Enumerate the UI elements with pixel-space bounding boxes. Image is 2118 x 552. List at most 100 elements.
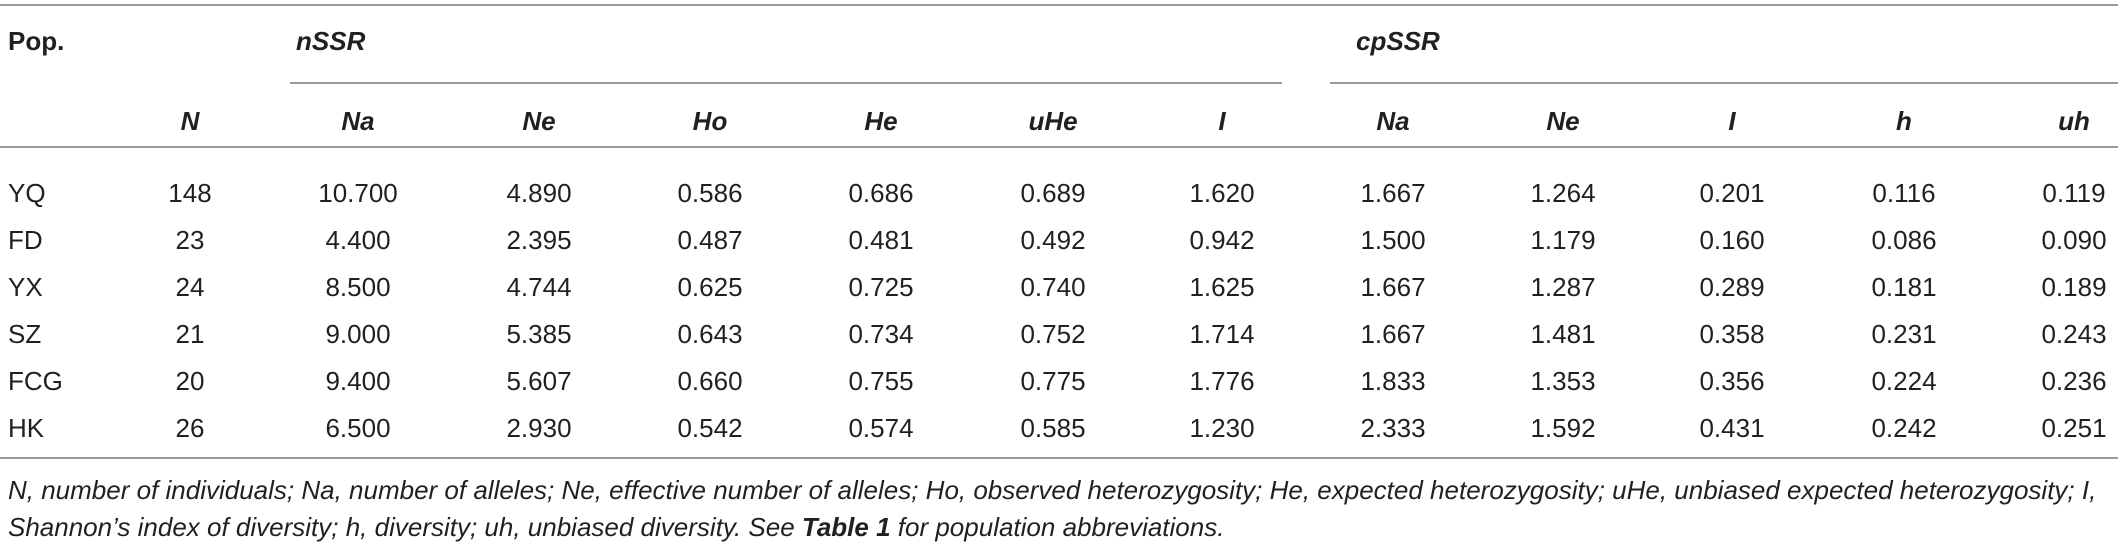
table-cell: 20 [175, 366, 205, 396]
table-cell: 1.264 [1530, 178, 1596, 208]
table-cell: 0.643 [677, 319, 743, 349]
table-cell: 5.385 [506, 319, 572, 349]
table-cell: 1.667 [1360, 178, 1426, 208]
table-cell: 0.201 [1699, 178, 1765, 208]
column-header: Na [341, 106, 375, 136]
column-header: Ne [1546, 106, 1580, 136]
table-cell: 23 [175, 225, 205, 255]
column-header: Ho [692, 106, 728, 136]
table-cell: 0.942 [1189, 225, 1255, 255]
table-cell: 21 [175, 319, 205, 349]
table-cell: 1.353 [1530, 366, 1596, 396]
table-cell: 0.755 [848, 366, 914, 396]
table-cell: 0.189 [2041, 272, 2107, 302]
table-cell: 0.160 [1699, 225, 1765, 255]
table-cell: 0.775 [1020, 366, 1086, 396]
table-cell: 0.689 [1020, 178, 1086, 208]
pop-label: FD [8, 225, 43, 255]
nssr-group-rule [290, 82, 1282, 84]
table-cell: 1.287 [1530, 272, 1596, 302]
column-header: h [1896, 106, 1912, 136]
table-cell: 2.395 [506, 225, 572, 255]
table-cell: 0.752 [1020, 319, 1086, 349]
table-cell: 0.086 [1871, 225, 1937, 255]
header-bottom-rule [0, 146, 2118, 148]
table-cell: 1.481 [1530, 319, 1596, 349]
column-header: N [180, 106, 200, 136]
table-cell: 10.700 [318, 178, 398, 208]
table-cell: 0.431 [1699, 413, 1765, 443]
table-cell: 1.776 [1189, 366, 1255, 396]
pop-label: YX [8, 272, 43, 302]
table-cell: 4.400 [325, 225, 391, 255]
pop-label: FCG [8, 366, 63, 396]
table-cell: 0.119 [2042, 178, 2106, 208]
table-cell: 8.500 [325, 272, 391, 302]
column-header: uh [2058, 106, 2090, 136]
table-cell: 0.243 [2041, 319, 2107, 349]
table-cell: 0.586 [677, 178, 743, 208]
table-cell: 24 [175, 272, 205, 302]
table-cell: 1.620 [1189, 178, 1255, 208]
pop-label: YQ [8, 178, 46, 208]
table-cell: 0.090 [2041, 225, 2107, 255]
table-cell: 2.930 [506, 413, 572, 443]
table-cell: 0.542 [677, 413, 743, 443]
cpssr-group-rule [1330, 82, 2118, 84]
table-cell: 0.686 [848, 178, 914, 208]
cpssr-group-header: cpSSR [1356, 26, 1440, 56]
column-header: I [1218, 106, 1226, 136]
footnote-table-reference: Table 1 [801, 512, 891, 542]
column-header: He [864, 106, 898, 136]
table-cell: 1.625 [1189, 272, 1255, 302]
footnote-text: N, number of individuals; Na, number of … [8, 475, 2097, 542]
table-cell: 1.714 [1189, 319, 1255, 349]
pop-header: Pop. [8, 26, 65, 56]
table-cell: 0.224 [1871, 366, 1937, 396]
table-cell: 26 [175, 413, 205, 443]
table-cell: 0.181 [1871, 272, 1937, 302]
table-cell: 1.833 [1360, 366, 1426, 396]
column-header: Ne [522, 106, 556, 136]
table-cell: 0.242 [1871, 413, 1937, 443]
table-cell: 1.667 [1360, 319, 1426, 349]
table-cell: 0.487 [677, 225, 743, 255]
table-cell: 0.289 [1699, 272, 1765, 302]
table-cell: 0.625 [677, 272, 743, 302]
table-cell: 0.492 [1020, 225, 1086, 255]
table-cell: 9.000 [325, 319, 391, 349]
table-cell: 1.667 [1360, 272, 1426, 302]
table-cell: 0.585 [1020, 413, 1086, 443]
column-header: Na [1376, 106, 1410, 136]
table-cell: 0.574 [848, 413, 914, 443]
pop-label: HK [8, 413, 45, 443]
table-footnote: N, number of individuals; Na, number of … [8, 472, 2108, 546]
table-cell: 0.356 [1699, 366, 1765, 396]
table-cell: 0.725 [848, 272, 914, 302]
column-header: I [1728, 106, 1736, 136]
table-cell: 148 [168, 178, 212, 208]
table-cell: 9.400 [325, 366, 391, 396]
pop-label: SZ [8, 319, 42, 349]
table-cell: 0.236 [2041, 366, 2107, 396]
table-cell: 4.890 [506, 178, 572, 208]
column-header: uHe [1028, 106, 1078, 136]
top-rule [0, 4, 2118, 6]
table-cell: 0.358 [1699, 319, 1765, 349]
table-cell: 2.333 [1360, 413, 1426, 443]
table-bottom-rule [0, 457, 2118, 459]
table-cell: 0.481 [848, 225, 914, 255]
table-cell: 1.592 [1530, 413, 1596, 443]
nssr-group-header: nSSR [296, 26, 366, 56]
table-cell: 0.660 [677, 366, 743, 396]
table-cell: 0.734 [848, 319, 914, 349]
table-cell: 1.179 [1530, 225, 1596, 255]
table-cell: 1.500 [1360, 225, 1426, 255]
table-cell: 0.231 [1871, 319, 1937, 349]
table-cell: 1.230 [1189, 413, 1255, 443]
table-cell: 5.607 [506, 366, 572, 396]
table-cell: 4.744 [506, 272, 572, 302]
footnote-text-end: for population abbreviations. [890, 512, 1225, 542]
table-cell: 0.251 [2041, 413, 2107, 443]
table-cell: 6.500 [325, 413, 391, 443]
